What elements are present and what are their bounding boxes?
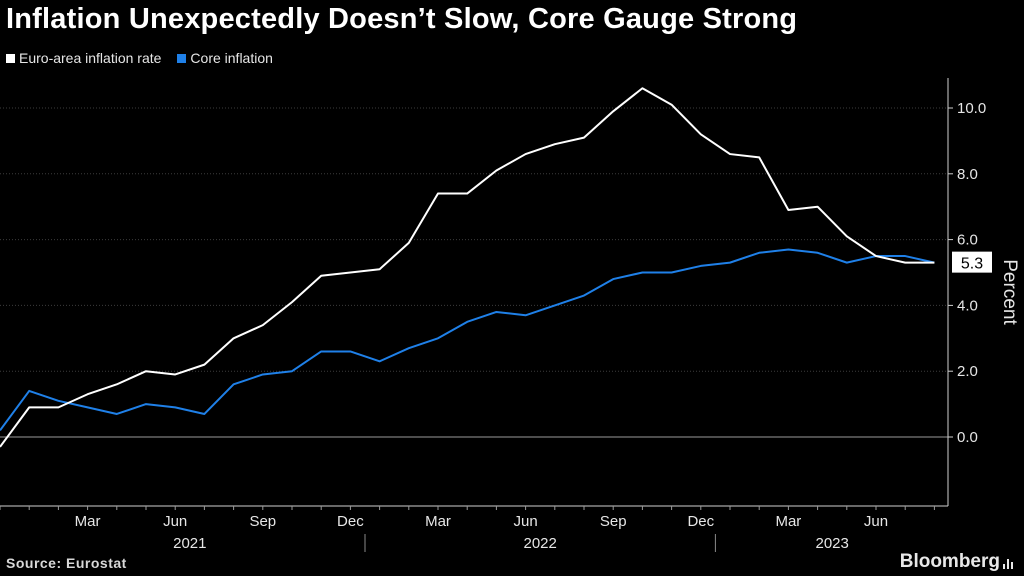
x-year-label: 2023 (816, 535, 849, 552)
legend-item-core: Core inflation (177, 50, 273, 66)
y-tick-label: 8.0 (957, 166, 978, 183)
label-layer: 5.3 (952, 251, 992, 273)
y-tick-label: 6.0 (957, 232, 978, 249)
series-line-headline (0, 87, 935, 448)
y-tick-label: 4.0 (957, 297, 978, 314)
source-note: Source: Eurostat (6, 555, 127, 571)
bloomberg-bars-icon (1003, 559, 1013, 569)
x-year-label: 2022 (524, 535, 557, 552)
x-tick-label: Sep (249, 513, 276, 530)
x-year-label: 2021 (173, 535, 206, 552)
grid-layer (0, 107, 948, 438)
x-tick-label: Mar (775, 513, 801, 530)
last-value-label: 5.3 (961, 256, 983, 273)
x-tick-label: Mar (425, 513, 451, 530)
y-tick-label: 2.0 (957, 363, 978, 380)
legend-item-headline: Euro-area inflation rate (6, 50, 161, 66)
chart-title: Inflation Unexpectedly Doesn’t Slow, Cor… (6, 3, 798, 35)
series-line-core (0, 248, 935, 432)
x-tick-label: Jun (864, 513, 888, 530)
x-tick-label: Jun (514, 513, 538, 530)
axis-layer: 0.0 2.0 4.0 6.0 8.0 10.0 Mar Jun Sep Dec Mar Jun Sep… (0, 78, 1020, 552)
x-tick-label: Dec (687, 513, 714, 530)
legend-swatch-core (177, 53, 187, 63)
x-tick-label: Mar (75, 513, 101, 530)
y-tick-label: 10.0 (957, 100, 986, 117)
brand-logo: Bloomberg (899, 551, 1000, 572)
y-axis-title: Percent (999, 259, 1020, 325)
legend-swatch-headline (6, 53, 15, 63)
y-tick-label: 0.0 (957, 429, 978, 446)
series-layer (0, 87, 935, 448)
legend: Euro-area inflation rate Core inflation (6, 50, 273, 66)
legend-label-core: Core inflation (190, 50, 273, 66)
x-tick-label: Dec (337, 513, 364, 530)
legend-label-headline: Euro-area inflation rate (19, 50, 162, 66)
last-value-box (952, 251, 992, 273)
x-tick-label: Jun (163, 513, 187, 530)
x-tick-label: Sep (600, 513, 627, 530)
